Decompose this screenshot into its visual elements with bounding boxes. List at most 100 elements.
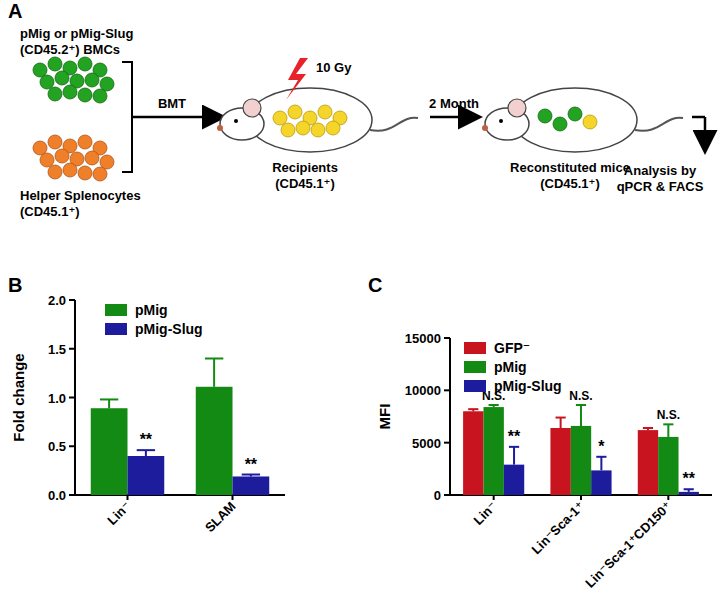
y-tick bbox=[444, 389, 450, 391]
legend-swatch bbox=[105, 323, 127, 335]
mouse-nose bbox=[482, 125, 488, 131]
cell bbox=[48, 87, 62, 101]
y-axis-label: MFI bbox=[376, 404, 393, 430]
cell bbox=[100, 77, 114, 91]
error-bar bbox=[663, 424, 673, 437]
error-stem bbox=[108, 399, 110, 408]
y-tick bbox=[444, 337, 450, 339]
node-annotation: 10 Gy bbox=[316, 60, 352, 75]
cell bbox=[48, 165, 62, 179]
arrow bbox=[692, 116, 705, 119]
node-label: qPCR & FACS bbox=[617, 179, 704, 194]
significance: * bbox=[598, 438, 605, 455]
x-tick-label: SLAM bbox=[202, 499, 239, 536]
error-cap bbox=[468, 408, 478, 410]
node-label: Helper Splenocytes bbox=[20, 188, 141, 203]
mouse-ear bbox=[243, 99, 261, 117]
y-tick-label: 0 bbox=[434, 488, 441, 503]
error-cap bbox=[489, 404, 499, 406]
node-label: (CD45.1⁺) bbox=[275, 176, 335, 191]
y-tick-label: 0.0 bbox=[48, 488, 66, 503]
cell bbox=[55, 149, 69, 163]
cell bbox=[568, 107, 582, 121]
error-bar bbox=[596, 457, 606, 471]
error-bar bbox=[242, 475, 260, 477]
arrow bbox=[704, 117, 707, 150]
error-stem bbox=[513, 447, 515, 465]
x-tick bbox=[667, 495, 669, 500]
error-cap bbox=[100, 398, 118, 400]
panel-label: A bbox=[8, 0, 22, 22]
mouse-tail bbox=[370, 118, 418, 131]
cell bbox=[33, 141, 47, 155]
bar bbox=[638, 430, 658, 495]
cell bbox=[48, 135, 62, 149]
y-tick bbox=[69, 299, 75, 301]
cell bbox=[273, 111, 287, 125]
error-bar bbox=[509, 447, 519, 465]
mouse-tail bbox=[635, 118, 683, 131]
y-tick-label: 10000 bbox=[405, 383, 441, 398]
error-cap bbox=[684, 488, 694, 490]
mouse-body bbox=[248, 88, 372, 152]
error-stem bbox=[213, 359, 215, 387]
significance: ** bbox=[682, 470, 695, 487]
error-cap bbox=[205, 358, 223, 360]
bar bbox=[550, 428, 570, 495]
bar bbox=[504, 465, 524, 495]
legend-label: pMig-Slug bbox=[494, 378, 562, 394]
cell bbox=[63, 85, 77, 99]
bracket bbox=[122, 62, 132, 172]
cell bbox=[78, 88, 92, 102]
cell bbox=[40, 75, 54, 89]
y-tick-label: 0.5 bbox=[48, 439, 66, 454]
bar bbox=[679, 492, 699, 495]
x-tick bbox=[127, 495, 129, 500]
cell bbox=[296, 121, 310, 135]
error-bar bbox=[205, 359, 223, 387]
cell bbox=[78, 57, 92, 71]
y-tick bbox=[444, 442, 450, 444]
error-cap bbox=[509, 446, 519, 448]
legend-swatch bbox=[105, 304, 127, 316]
y-tick bbox=[444, 494, 450, 496]
bars bbox=[463, 405, 699, 495]
significance: ** bbox=[140, 431, 153, 448]
node-label: Reconstituted mice bbox=[510, 160, 630, 175]
y-tick-label: 2.0 bbox=[48, 293, 66, 308]
x-tick-label: Lin⁻ bbox=[471, 499, 500, 528]
significance: N.S. bbox=[657, 408, 680, 422]
y-tick bbox=[69, 397, 75, 399]
legend-swatch bbox=[464, 380, 486, 392]
error-cap bbox=[556, 417, 566, 419]
y-tick-label: 5000 bbox=[412, 436, 441, 451]
legend-swatch bbox=[464, 342, 486, 354]
y-tick bbox=[69, 348, 75, 350]
cell bbox=[78, 166, 92, 180]
arrow bbox=[132, 116, 222, 119]
cell bbox=[48, 57, 62, 71]
error-stem bbox=[580, 405, 582, 426]
significance: N.S. bbox=[569, 389, 592, 403]
chart: 050001000015000MFILin⁻Lin⁻Sca-1⁺Lin⁻Sca-… bbox=[376, 331, 712, 591]
node-label: Analysis by bbox=[624, 163, 697, 178]
y-axis bbox=[449, 338, 451, 495]
x-tick-label: Lin⁻Sca-1⁺ bbox=[528, 499, 587, 558]
y-axis-label: Fold change bbox=[10, 353, 27, 441]
node-label: pMig or pMig-Slug bbox=[20, 26, 133, 41]
legend-label: pMig bbox=[135, 302, 168, 318]
significance: ** bbox=[245, 456, 258, 473]
bar bbox=[233, 476, 270, 495]
error-cap bbox=[576, 404, 586, 406]
cell bbox=[55, 71, 69, 85]
cell bbox=[40, 153, 54, 167]
error-bar bbox=[100, 399, 118, 408]
cell bbox=[311, 123, 325, 137]
y-tick-label: 1.5 bbox=[48, 342, 66, 357]
x-tick bbox=[580, 495, 582, 500]
bar bbox=[196, 387, 233, 495]
error-bar bbox=[468, 409, 478, 411]
error-bar bbox=[556, 418, 566, 428]
bars bbox=[91, 359, 270, 496]
cell bbox=[93, 167, 107, 181]
